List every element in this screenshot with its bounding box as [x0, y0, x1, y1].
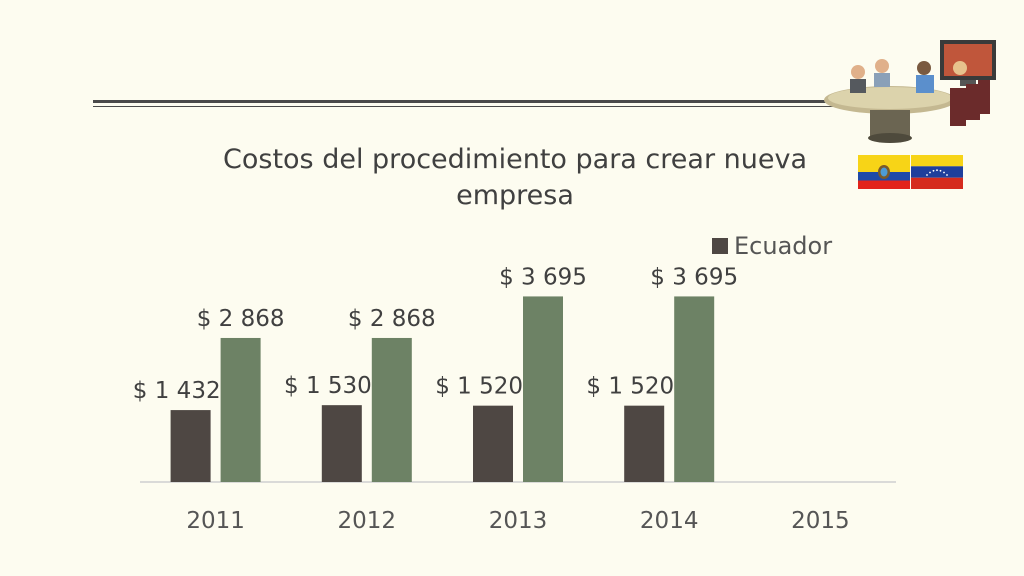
- header-rule-thin: [93, 106, 833, 107]
- bar-series2-2013: [523, 296, 563, 482]
- data-label-series1-2011: $ 1 432: [133, 378, 221, 404]
- data-label-series1-2014: $ 1 520: [586, 374, 674, 400]
- x-tick-label-2014: 2014: [640, 508, 699, 534]
- bars-group: [170, 296, 715, 482]
- legend-swatch-ecuador: [712, 238, 728, 254]
- bar-series1-2013: [473, 405, 513, 482]
- data-label-series1-2012: $ 1 530: [284, 373, 372, 399]
- header-rule-thick: [93, 100, 833, 103]
- bar-series1-2012: [321, 405, 362, 482]
- ecuador-flag: [858, 155, 910, 189]
- bar-series1-2014: [624, 405, 665, 482]
- chart-title: Costos del procedimiento para crear nuev…: [223, 144, 807, 211]
- chart-legend: Ecuador: [712, 232, 832, 260]
- data-label-series2-2011: $ 2 868: [197, 306, 285, 332]
- legend-label-ecuador: Ecuador: [734, 232, 833, 260]
- x-tick-label-2013: 2013: [489, 508, 548, 534]
- x-tick-label-2011: 2011: [186, 508, 245, 534]
- x-tick-label-2012: 2012: [338, 508, 397, 534]
- venezuela-flag: [911, 155, 963, 189]
- data-label-series2-2013: $ 3 695: [499, 264, 587, 290]
- data-label-series2-2012: $ 2 868: [348, 306, 436, 332]
- data-label-series1-2013: $ 1 520: [435, 374, 523, 400]
- x-tick-labels-group: 2011 2012 2013 2014 2015: [186, 508, 849, 534]
- x-tick-label-2015: 2015: [791, 508, 850, 534]
- bar-series1-2011: [170, 410, 211, 482]
- bar-series2-2011: [220, 337, 261, 482]
- data-label-series2-2014: $ 3 695: [650, 264, 738, 290]
- bar-series2-2012: [371, 337, 412, 482]
- data-labels-group: $ 1 432 $ 2 868 $ 1 530 $ 2 868 $ 1 520 $ 3 6…: [133, 264, 738, 404]
- bar-series2-2014: [674, 296, 715, 482]
- video-conference-meeting-clipart: [824, 40, 996, 143]
